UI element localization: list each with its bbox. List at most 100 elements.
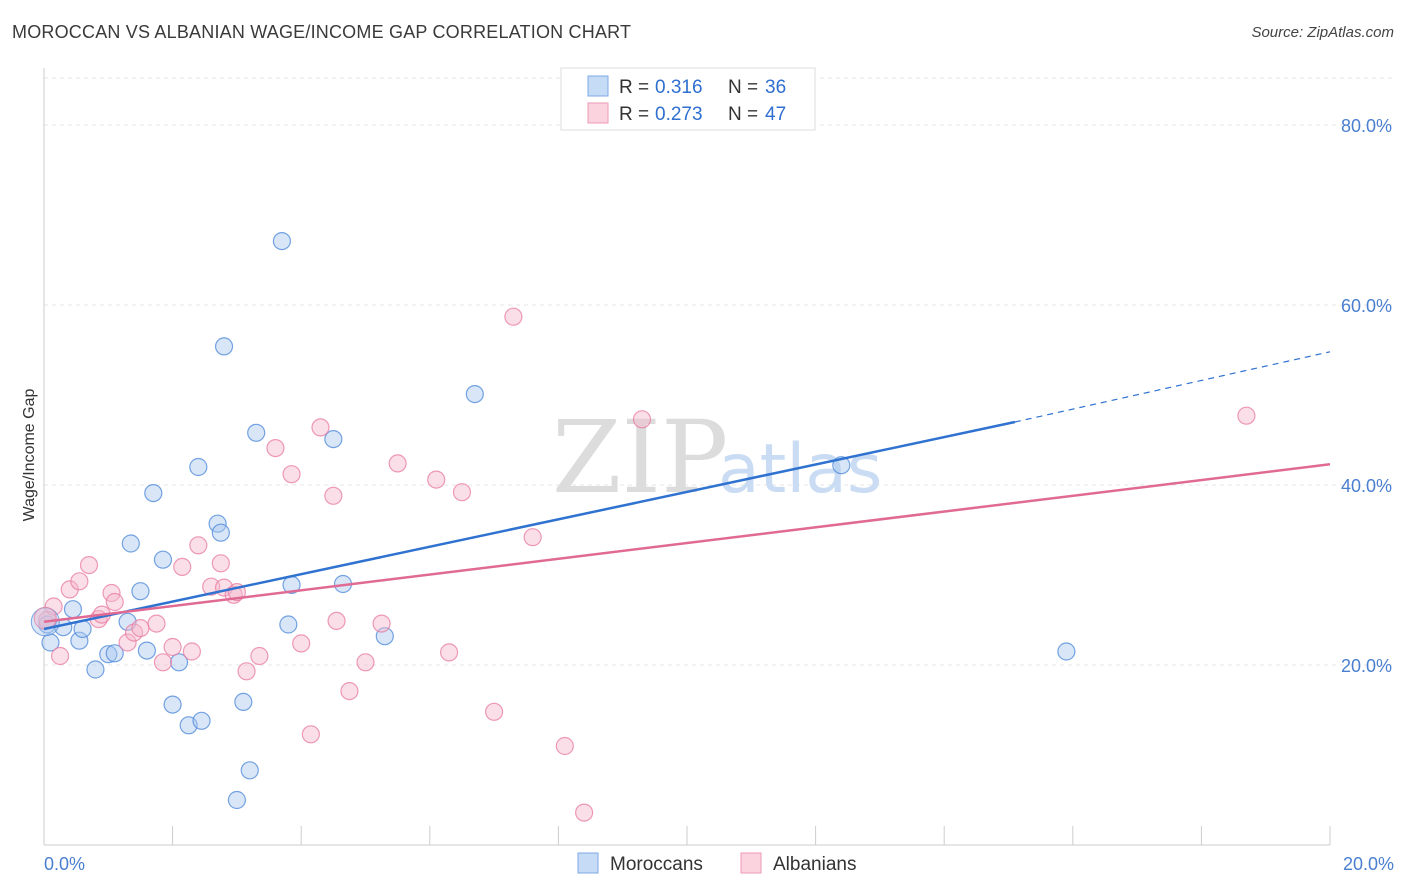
point-albanians — [189, 536, 208, 555]
legend-label-albanians: Albanians — [773, 854, 856, 875]
legend-r-label-1: R = — [619, 77, 649, 98]
point-albanians — [153, 653, 173, 672]
point-albanians — [427, 470, 446, 489]
point-albanians — [485, 702, 504, 721]
grid-lines — [44, 77, 1392, 666]
point-albanians — [266, 439, 285, 458]
point-albanians — [555, 736, 574, 756]
point-moroccans — [240, 761, 259, 780]
point-moroccans — [211, 523, 230, 542]
point-moroccans — [63, 600, 83, 619]
point-albanians — [439, 643, 459, 662]
point-albanians — [282, 465, 301, 484]
legend-label-moroccans: Moroccans — [610, 854, 703, 875]
legend-n-value-2: 47 — [765, 104, 786, 125]
point-moroccans — [192, 711, 211, 730]
point-albanians — [237, 662, 256, 681]
chart-title: MOROCCAN VS ALBANIAN WAGE/INCOME GAP COR… — [12, 22, 632, 42]
series-legend: Moroccans Albanians — [577, 852, 856, 875]
point-moroccans — [189, 457, 208, 477]
watermark-atlas: atlas — [718, 430, 882, 509]
data-points — [30, 232, 1256, 822]
point-moroccans — [70, 631, 89, 650]
point-albanians — [173, 557, 192, 577]
point-moroccans — [279, 615, 298, 634]
y-axis-label: Wage/Income Gap — [21, 389, 38, 522]
point-albanians — [301, 725, 320, 744]
point-moroccans — [137, 641, 156, 660]
point-moroccans — [272, 232, 292, 251]
watermark: ZIP atlas — [552, 399, 882, 516]
point-albanians — [118, 633, 137, 652]
point-albanians — [340, 681, 359, 701]
axes — [43, 68, 1331, 846]
point-albanians — [311, 418, 330, 437]
trendline-albanians — [43, 463, 1331, 624]
legend-swatch-moroccans — [587, 75, 609, 97]
trendline-moroccans — [43, 420, 1016, 631]
point-moroccans — [99, 645, 118, 664]
legend-n-value-1: 36 — [765, 77, 786, 98]
point-albanians — [79, 555, 99, 575]
point-albanians — [372, 614, 391, 633]
point-albanians — [452, 483, 472, 502]
point-albanians — [70, 572, 89, 591]
legend-r-value-2: 0.273 — [655, 104, 703, 125]
legend-swatch-albanians-bottom — [740, 852, 762, 874]
point-albanians — [523, 528, 542, 547]
point-albanians — [632, 410, 652, 429]
point-albanians — [504, 307, 523, 326]
legend-n-label-2: N = — [728, 104, 758, 125]
point-albanians — [163, 637, 182, 657]
point-albanians — [327, 611, 346, 631]
point-moroccans — [105, 644, 124, 663]
point-moroccans — [324, 430, 343, 449]
point-moroccans — [144, 484, 163, 503]
point-albanians — [292, 634, 311, 653]
legend-r-value-1: 0.316 — [655, 77, 703, 98]
point-albanians — [131, 618, 150, 638]
y-tick-label: 40.0% — [1341, 476, 1392, 496]
point-moroccans — [247, 423, 266, 442]
x-tick-label-max: 20.0% — [1343, 854, 1394, 874]
point-moroccans — [169, 653, 189, 672]
point-moroccans — [1057, 642, 1076, 661]
point-albanians — [388, 454, 407, 473]
trendline-moroccans-extension — [1014, 351, 1331, 423]
trend-lines — [43, 351, 1331, 631]
point-albanians — [50, 646, 70, 666]
point-albanians — [202, 577, 221, 596]
point-moroccans — [234, 692, 253, 712]
point-moroccans — [41, 633, 60, 652]
legend-swatch-albanians — [587, 102, 609, 124]
legend-n-label-1: N = — [728, 77, 758, 98]
point-albanians — [44, 597, 63, 616]
point-moroccans — [153, 550, 173, 569]
source-label: Source: ZipAtlas.com — [1251, 24, 1394, 41]
y-tick-label: 20.0% — [1341, 656, 1392, 676]
tick-labels: 20.0% 40.0% 60.0% 80.0% 0.0% 20.0% — [44, 116, 1394, 874]
point-moroccans — [227, 790, 246, 810]
point-moroccans — [465, 385, 484, 404]
stats-legend: R = 0.316 N = 36 R = 0.273 N = 47 — [560, 67, 816, 131]
point-albanians — [211, 554, 230, 573]
point-moroccans — [86, 660, 105, 679]
x-tick-label-min: 0.0% — [44, 854, 85, 874]
point-albanians — [575, 803, 594, 822]
y-tick-label: 60.0% — [1341, 296, 1392, 316]
point-albanians — [147, 614, 166, 633]
point-moroccans — [121, 534, 140, 553]
point-albanians — [250, 646, 269, 666]
point-albanians — [324, 486, 343, 505]
point-albanians — [182, 642, 201, 661]
legend-swatch-moroccans-bottom — [577, 852, 599, 874]
point-albanians — [105, 592, 124, 612]
y-tick-label: 80.0% — [1341, 116, 1392, 136]
point-albanians — [356, 653, 375, 672]
point-albanians — [1237, 406, 1256, 425]
point-moroccans — [163, 695, 182, 714]
point-moroccans — [131, 582, 150, 601]
point-moroccans — [214, 337, 234, 356]
watermark-zip: ZIP — [552, 399, 728, 516]
